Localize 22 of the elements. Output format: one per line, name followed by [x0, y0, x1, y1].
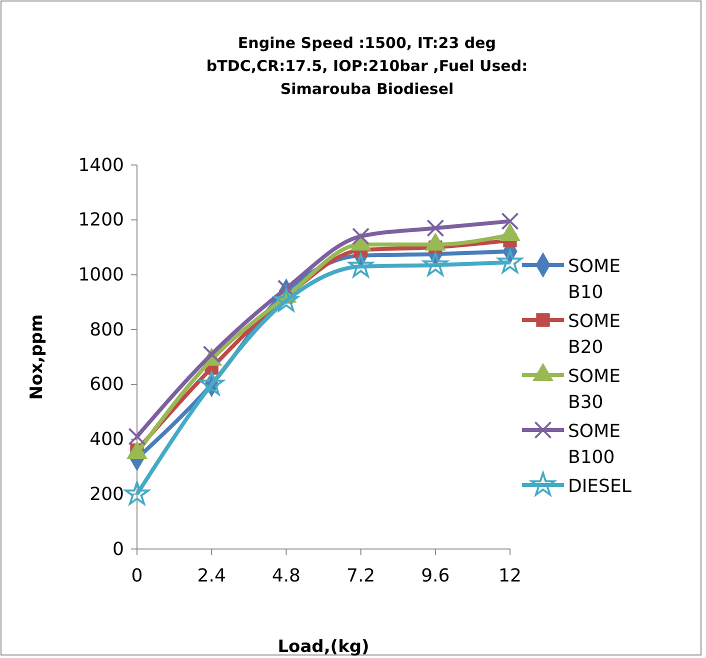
legend-label: SOME B30 — [568, 366, 620, 413]
y-tick-label: 200 — [90, 484, 124, 505]
y-tick-label: 0 — [112, 538, 124, 560]
x-tick-label: 7.2 — [346, 565, 376, 586]
y-tick-label: 600 — [90, 374, 124, 396]
y-tick-label: 1400 — [78, 154, 124, 176]
x-tick-label: 0 — [131, 565, 143, 586]
y-tick-label: 800 — [90, 319, 124, 340]
x-tick-label: 2.4 — [197, 565, 226, 586]
x-axis-title: Load,(kg) — [278, 637, 370, 657]
legend-label: DIESEL — [568, 476, 632, 497]
x-tick-label: 12 — [498, 565, 522, 586]
x-tick-label: 9.6 — [421, 565, 450, 586]
y-tick-label: 400 — [90, 429, 124, 450]
legend-label: SOME B100 — [568, 421, 620, 468]
x-tick-label: 4.8 — [272, 565, 301, 586]
legend-label: SOME B10 — [568, 256, 620, 303]
chart-title: Engine Speed :1500, IT:23 deg bTDC,CR:17.5, IOP:210bar ,Fuel Used: Simarouba Biodiesel — [206, 34, 528, 98]
y-axis-title: Nox,ppm — [27, 314, 47, 400]
y-tick-label: 1000 — [78, 264, 124, 286]
y-tick-label: 1200 — [78, 210, 124, 231]
legend-label: SOME B20 — [568, 311, 620, 358]
